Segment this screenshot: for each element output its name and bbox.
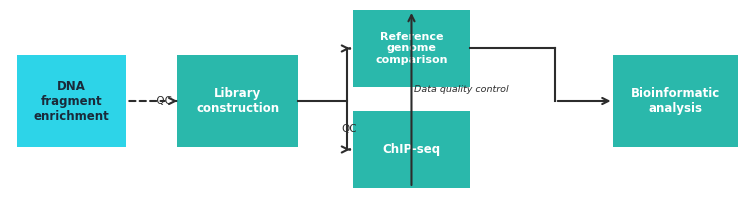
FancyBboxPatch shape bbox=[353, 111, 470, 188]
Text: QC: QC bbox=[341, 124, 356, 134]
Text: Bioinformatic
analysis: Bioinformatic analysis bbox=[631, 87, 720, 115]
FancyBboxPatch shape bbox=[613, 55, 738, 147]
FancyBboxPatch shape bbox=[177, 55, 298, 147]
Text: Data quality control: Data quality control bbox=[414, 85, 508, 94]
FancyBboxPatch shape bbox=[353, 10, 470, 87]
Text: Reference
genome
comparison: Reference genome comparison bbox=[375, 32, 448, 65]
FancyBboxPatch shape bbox=[17, 55, 126, 147]
Text: Library
construction: Library construction bbox=[196, 87, 279, 115]
Text: ChIP-seq: ChIP-seq bbox=[383, 143, 440, 156]
Text: DNA
fragment
enrichment: DNA fragment enrichment bbox=[34, 80, 109, 122]
Text: ·QC·: ·QC· bbox=[153, 96, 176, 106]
